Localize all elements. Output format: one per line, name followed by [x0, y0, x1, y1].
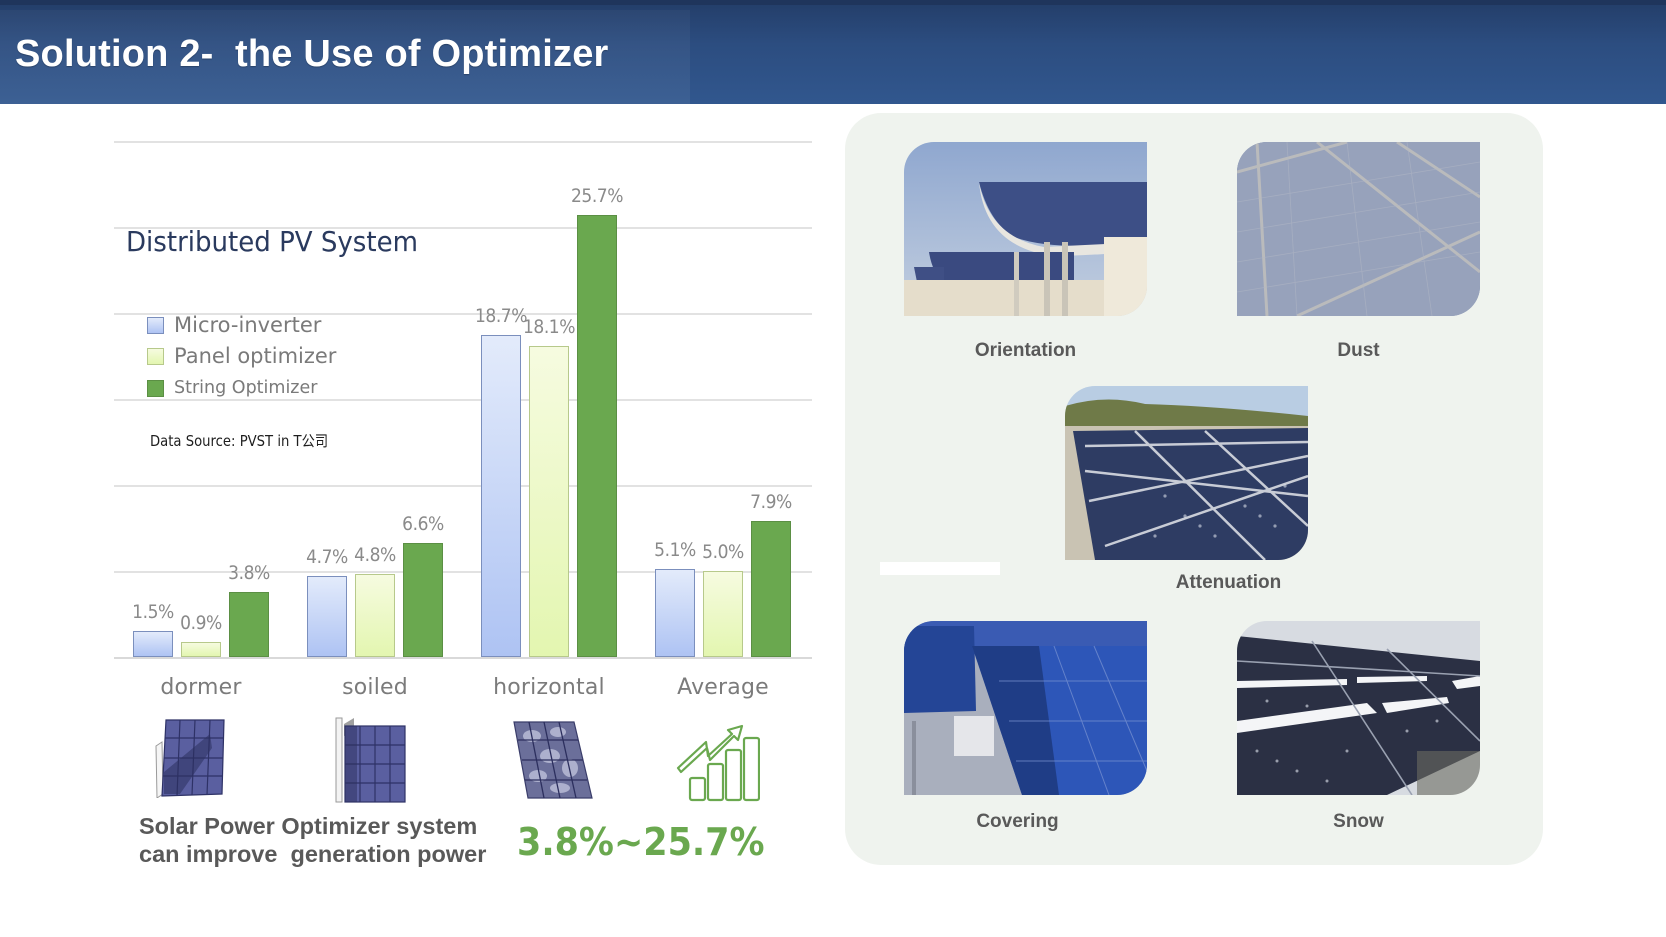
photo-label-orientation: Orientation [974, 340, 1077, 361]
value-label: 1.5% [132, 601, 174, 624]
value-label: 4.8% [354, 544, 396, 567]
bar-dormer-string-optimizer [229, 591, 269, 657]
value-label: 7.9% [750, 491, 792, 514]
gridline [114, 399, 812, 401]
bar-chart: Distributed PV System Micro-inverter Pan… [0, 0, 830, 710]
gridline [114, 313, 812, 315]
chart-baseline [114, 657, 812, 659]
bar-soiled-string-optimizer [403, 543, 443, 657]
soiled-panel-icon [334, 716, 408, 804]
category-label: dormer [160, 675, 242, 700]
horizontal-dirty-panel-icon [512, 720, 594, 800]
bar-average-micro-inverter [655, 569, 695, 657]
chart-title: Distributed PV System [126, 225, 418, 258]
bar-horizontal-panel-optimizer [529, 345, 569, 657]
category-label: Average [677, 675, 769, 700]
value-label: 4.7% [306, 546, 348, 569]
bar-average-panel-optimizer [703, 571, 743, 657]
bar-average-string-optimizer [751, 521, 791, 657]
photo-label-dust: Dust [1337, 340, 1380, 361]
bar-horizontal-string-optimizer [577, 214, 617, 657]
legend-label: Panel optimizer [174, 344, 337, 368]
summary-text: Solar Power Optimizer system can improve… [139, 813, 487, 867]
photo-label-attenuation: Attenuation [1175, 572, 1282, 593]
bar-soiled-panel-optimizer [355, 574, 395, 657]
page-title: Solution 2- the Use of Optimizer [15, 33, 609, 75]
photo-snow [1237, 621, 1480, 795]
data-source-note: Data Source: PVST in T公司 [150, 432, 329, 450]
gridline [114, 141, 812, 143]
value-label: 3.8% [228, 561, 270, 584]
value-label: 25.7% [570, 184, 624, 207]
improvement-range: 3.8%~25.7% [517, 820, 765, 864]
photo-label-snow: Snow [1333, 811, 1384, 832]
value-label: 18.1% [522, 315, 576, 338]
header-title-band [0, 10, 690, 109]
legend-swatch-panel-optimizer [147, 347, 164, 365]
gridline [114, 485, 812, 487]
value-label: 5.0% [702, 541, 744, 563]
value-label: 18.7% [474, 305, 528, 328]
legend-label: Micro-inverter [174, 313, 322, 337]
value-label: 6.6% [402, 513, 444, 536]
photo-dust [1237, 142, 1480, 316]
legend-swatch-micro-inverter [147, 316, 164, 334]
legend-item-string-optimizer: String Optimizer [147, 376, 317, 400]
category-label: soiled [342, 675, 408, 700]
category-label: horizontal [493, 675, 605, 700]
value-label: 5.1% [654, 539, 696, 562]
legend-swatch-string-optimizer [147, 379, 164, 397]
legend-item-panel-optimizer: Panel optimizer [147, 344, 336, 368]
photo-orientation [904, 142, 1147, 316]
photo-covering [904, 621, 1147, 795]
header-bar: Solution 2- the Use of Optimizer [0, 0, 1666, 109]
bar-dormer-panel-optimizer [181, 641, 221, 657]
white-bar [880, 562, 1000, 575]
gridline [114, 571, 812, 573]
legend-label: String Optimizer [174, 378, 318, 398]
dormer-shaded-panel-icon [150, 718, 226, 799]
bar-horizontal-micro-inverter [481, 335, 521, 657]
legend-item-micro-inverter: Micro-inverter [147, 313, 321, 337]
growth-chart-icon [676, 720, 761, 802]
photo-attenuation [1065, 386, 1308, 560]
value-label: 0.9% [180, 611, 222, 634]
bar-soiled-micro-inverter [307, 576, 347, 657]
bar-dormer-micro-inverter [133, 631, 173, 657]
photo-label-covering: Covering [976, 811, 1059, 832]
gridline [114, 227, 812, 229]
